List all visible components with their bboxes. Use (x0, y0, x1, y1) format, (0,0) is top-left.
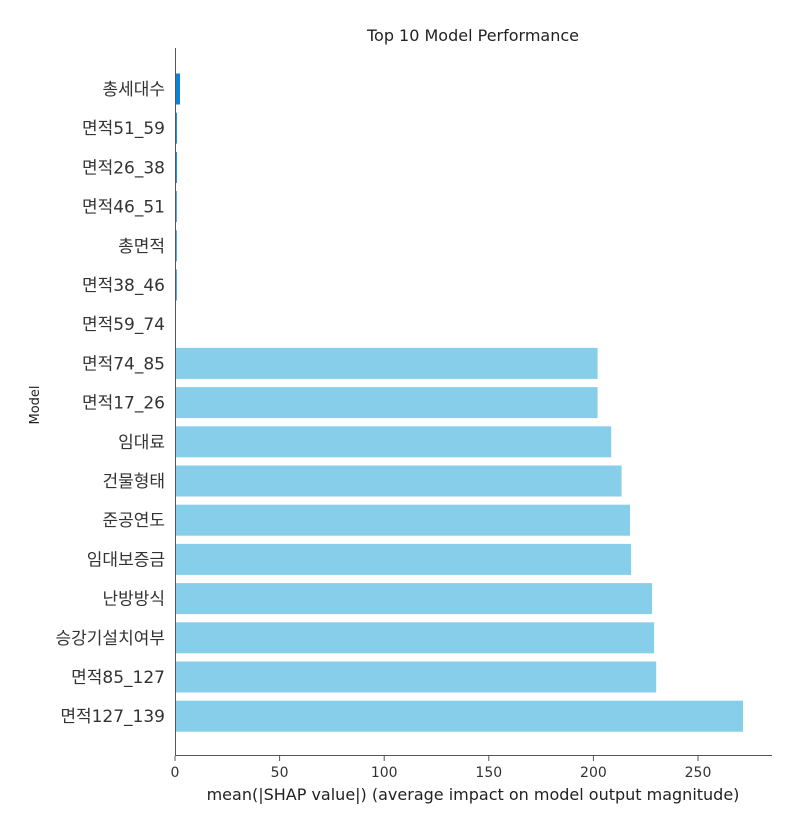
x-tick-label-0: 0 (171, 765, 180, 781)
category-label-10: 건물형태 (102, 472, 165, 492)
bar-9 (175, 426, 612, 458)
bar-12 (175, 543, 632, 575)
category-label-2: 면적26_38 (82, 158, 165, 178)
category-label-5: 면적38_46 (82, 276, 165, 296)
category-label-8: 면적17_26 (82, 394, 165, 414)
x-axis-label: mean(|SHAP value|) (average impact on mo… (207, 785, 740, 804)
category-label-3: 면적46_51 (82, 198, 165, 218)
bar-13 (175, 583, 652, 615)
x-tick-label-2: 100 (371, 765, 398, 781)
bar-11 (175, 504, 630, 536)
category-label-6: 면적59_74 (82, 315, 165, 335)
bar-0 (175, 73, 180, 105)
bar-7 (175, 347, 598, 379)
x-tick-label-1: 50 (271, 765, 289, 781)
x-tick-label-5: 250 (685, 765, 712, 781)
category-label-0: 총세대수 (102, 80, 165, 100)
bar-10 (175, 465, 622, 497)
bars-group (175, 73, 743, 732)
category-label-15: 면적85_127 (71, 668, 165, 688)
bar-8 (175, 387, 598, 419)
bar-14 (175, 622, 655, 654)
category-label-11: 준공연도 (102, 511, 165, 531)
chart-title: Top 10 Model Performance (366, 26, 579, 45)
category-label-7: 면적74_85 (82, 354, 165, 374)
category-label-1: 면적51_59 (82, 119, 165, 139)
x-tick-group: 0 50 100 150 200 250 (171, 756, 712, 781)
bar-15 (175, 661, 657, 693)
category-label-14: 승강기설치여부 (56, 629, 165, 649)
category-label-13: 난방방식 (102, 590, 165, 610)
category-label-9: 임대료 (118, 433, 165, 453)
category-label-4: 총면적 (118, 237, 165, 257)
bar-16 (175, 700, 743, 732)
category-label-12: 임대보증금 (87, 550, 165, 570)
x-tick-label-4: 200 (580, 765, 607, 781)
category-label-16: 면적127_139 (60, 707, 165, 727)
y-axis-label: Model (28, 385, 43, 424)
x-tick-label-3: 150 (475, 765, 502, 781)
